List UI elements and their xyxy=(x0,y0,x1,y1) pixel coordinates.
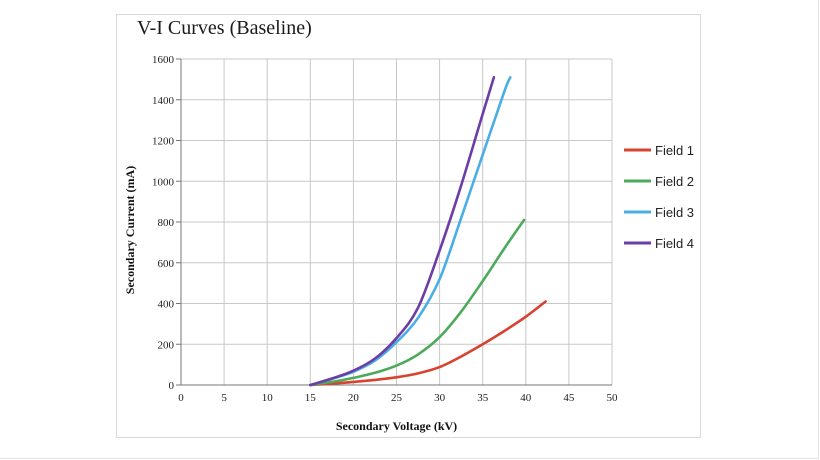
x-tick-label: 10 xyxy=(262,392,274,404)
y-tick-label: 600 xyxy=(158,258,175,270)
y-tick-label: 0 xyxy=(169,380,175,392)
series-line-field-4 xyxy=(309,76,496,387)
y-axis-label: Secondary Current (mA) xyxy=(123,166,137,294)
x-tick-label: 20 xyxy=(348,392,360,404)
chart-title: V-I Curves (Baseline) xyxy=(137,17,312,39)
y-tick-label: 200 xyxy=(158,339,175,351)
x-tick-label: 15 xyxy=(305,392,317,404)
y-tick-label: 1600 xyxy=(152,54,175,66)
x-tick-label: 45 xyxy=(563,392,575,404)
series-line-field-1 xyxy=(309,300,547,387)
series-lines xyxy=(309,76,547,387)
y-tick-label: 400 xyxy=(158,299,175,311)
x-tick-label: 30 xyxy=(434,392,446,404)
x-axis-label: Secondary Voltage (kV) xyxy=(336,419,457,433)
x-tick-label: 0 xyxy=(178,392,184,404)
x-tick-label: 40 xyxy=(520,392,532,404)
tick-labels: 0 5 10 15 20 25 30 35 40 45 50 0 200 400 600 800 1000 120… xyxy=(152,54,618,404)
y-tick-label: 800 xyxy=(158,217,175,229)
legend-label: Field 1 xyxy=(655,143,694,158)
y-tick-label: 1000 xyxy=(152,176,175,188)
axes xyxy=(176,58,612,386)
legend: Field 1 Field 2 Field 3 Field 4 xyxy=(624,143,694,251)
legend-label: Field 3 xyxy=(655,205,694,220)
x-tick-label: 25 xyxy=(391,392,403,404)
y-tick-label: 1200 xyxy=(152,136,175,148)
x-tick-label: 50 xyxy=(607,392,619,404)
series-line-field-2 xyxy=(309,218,526,387)
legend-label: Field 4 xyxy=(655,236,694,251)
legend-label: Field 2 xyxy=(655,174,694,189)
y-tick-label: 1400 xyxy=(152,95,175,107)
x-tick-label: 5 xyxy=(221,392,227,404)
x-tick-label: 35 xyxy=(477,392,489,404)
chart-card xyxy=(116,14,701,438)
